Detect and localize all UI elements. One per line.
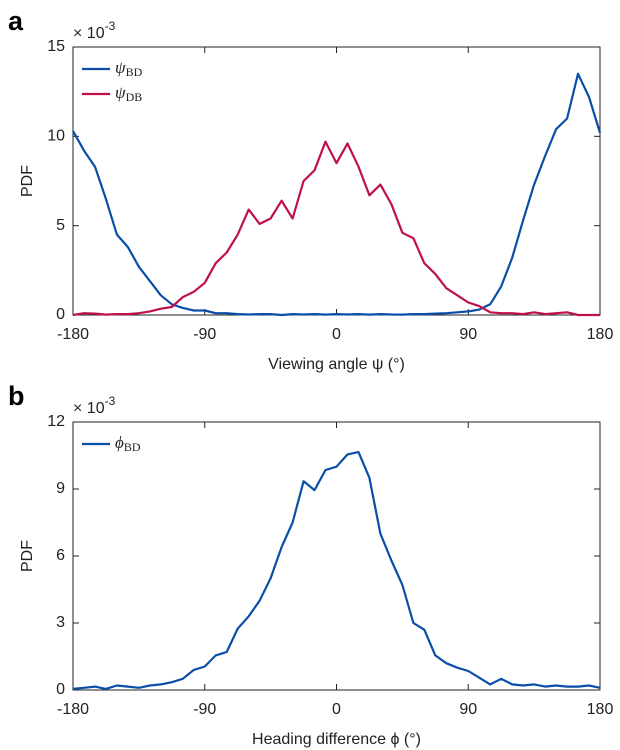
y-tick-label: 0 [56, 681, 65, 698]
x-tick-label: 0 [332, 326, 341, 343]
legend-symbol: ψ [115, 83, 126, 102]
data-line [72, 140, 600, 317]
y-tick-label: 12 [47, 413, 65, 430]
legend-subscript: DB [126, 90, 143, 104]
y-tick-label: 5 [56, 217, 65, 234]
legend-symbol: ϕ [115, 433, 124, 452]
panel-label: b [8, 381, 25, 411]
legend-subscript: BD [126, 65, 143, 79]
legend-label: ϕBD [115, 433, 141, 454]
y-axis-label: PDF [19, 540, 36, 572]
data-line [72, 451, 601, 690]
y-axis-label: PDF [19, 165, 36, 197]
multiplier-exponent: -3 [105, 394, 116, 408]
x-tick-label: 0 [332, 701, 341, 718]
x-tick-label: -180 [57, 326, 89, 343]
axes-box [72, 46, 601, 316]
x-tick-label: -90 [193, 701, 216, 718]
x-axis-label: Viewing angle ψ (°) [268, 356, 405, 373]
y-tick-label: 10 [47, 128, 65, 145]
multiplier-exponent: -3 [105, 19, 116, 33]
x-tick-label: 180 [587, 326, 614, 343]
multiplier-base: × 10 [73, 400, 105, 417]
legend-symbol: ψ [115, 58, 126, 77]
multiplier: × 10-3 [73, 19, 116, 42]
y-tick-label: 3 [56, 614, 65, 631]
x-tick-label: 90 [459, 326, 477, 343]
y-tick-label: 15 [47, 38, 65, 55]
multiplier-base: × 10 [73, 25, 105, 42]
y-tick-label: 0 [56, 306, 65, 323]
x-tick-label: -180 [57, 701, 89, 718]
x-tick-label: -90 [193, 326, 216, 343]
legend-label: ψBD [115, 58, 143, 79]
x-axis-label: Heading difference ϕ (°) [252, 731, 421, 748]
x-tick-label: 90 [459, 701, 477, 718]
y-tick-label: 6 [56, 547, 65, 564]
multiplier: × 10-3 [73, 394, 116, 417]
x-tick-label: 180 [587, 701, 614, 718]
data-line [72, 72, 602, 317]
axes-box [72, 421, 601, 691]
legend-subscript: BD [124, 440, 141, 454]
y-tick-label: 9 [56, 480, 65, 497]
legend-label: ψDB [115, 83, 142, 104]
panel-label: a [8, 6, 24, 36]
